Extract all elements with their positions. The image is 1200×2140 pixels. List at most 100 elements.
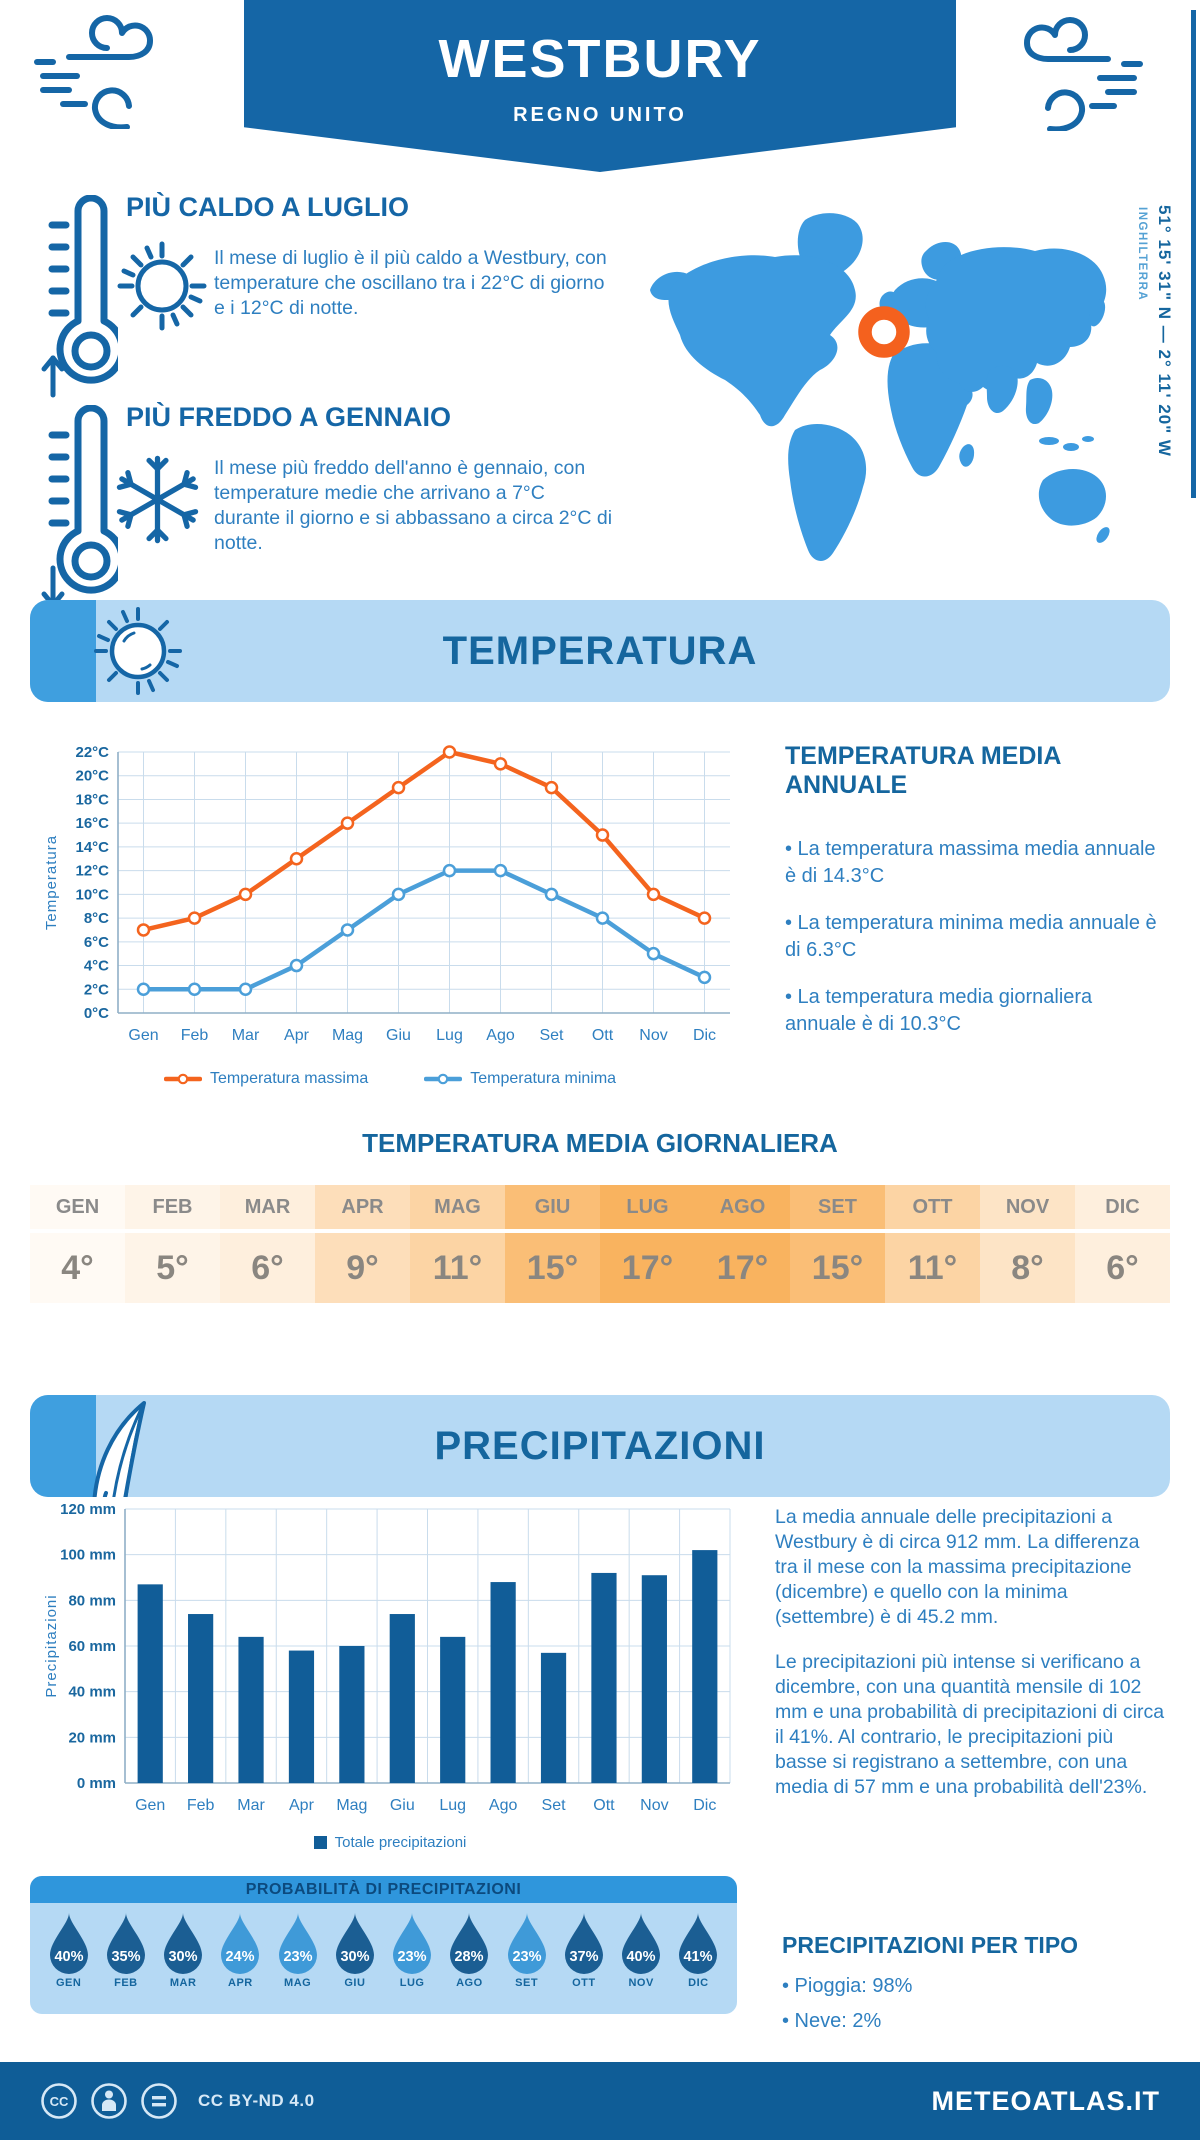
month-header-cell: OTT (885, 1185, 980, 1229)
month-header-cell: MAR (220, 1185, 315, 1229)
droplet-month-label: APR (228, 1977, 253, 1989)
probability-droplet: 41% DIC (670, 1911, 727, 1989)
svg-text:37%: 37% (569, 1949, 598, 1965)
precipitation-probability-title: PROBABILITÀ DI PRECIPITAZIONI (30, 1876, 737, 1903)
droplet-month-label: DIC (688, 1977, 709, 1989)
legend-label: Temperatura massima (209, 1070, 369, 1087)
probability-droplet: 37% OTT (555, 1911, 612, 1989)
svg-text:22°C: 22°C (75, 744, 109, 761)
cc-by-icon (91, 2083, 127, 2119)
svg-text:24%: 24% (226, 1949, 255, 1965)
temperature-value-cell: 6° (1075, 1233, 1170, 1303)
probability-droplet: 23% LUG (384, 1911, 441, 1989)
temperature-chart-legend: Temperatura massima Temperatura minima (40, 1070, 740, 1088)
page-subtitle: REGNO UNITO (513, 104, 687, 126)
cc-license-icons: CC CC BY-ND 4.0 (40, 2082, 315, 2120)
svg-text:30%: 30% (340, 1949, 369, 1965)
probability-droplet: 23% MAG (269, 1911, 326, 1989)
footer: CC CC BY-ND 4.0 METEOATLAS.IT (0, 2062, 1200, 2140)
bullet-item: • La temperatura minima media annuale è … (785, 912, 1157, 961)
umbrella-icon (92, 1401, 146, 1497)
svg-text:8°C: 8°C (84, 910, 109, 927)
svg-text:120 mm: 120 mm (60, 1501, 116, 1518)
svg-text:Giu: Giu (390, 1797, 415, 1814)
cold-text: Il mese più freddo dell'anno è gennaio, … (214, 457, 613, 554)
svg-text:6°C: 6°C (84, 934, 109, 951)
svg-text:20°C: 20°C (75, 768, 109, 785)
droplet-month-label: MAG (284, 1977, 312, 1989)
svg-text:60 mm: 60 mm (68, 1638, 116, 1655)
temperature-section-title: TEMPERATURA (442, 629, 758, 673)
droplet-icon: 23% (278, 1913, 317, 1974)
temperature-value-cell: 8° (980, 1233, 1075, 1303)
map-coordinates-label: 51° 15' 31" N — 2° 11' 20" W (1155, 205, 1174, 457)
cc-nd-icon (141, 2083, 177, 2119)
annual-temperature-bullets: • La temperatura massima media annuale è… (785, 836, 1167, 1038)
cc-icon: CC (41, 2083, 77, 2119)
svg-text:0 mm: 0 mm (77, 1775, 116, 1792)
svg-text:Mag: Mag (332, 1027, 363, 1044)
droplet-icon: 41% (679, 1913, 718, 1974)
svg-text:Dic: Dic (693, 1797, 716, 1814)
svg-text:28%: 28% (455, 1949, 484, 1965)
precipitation-type-bullets: • Pioggia: 98% • Neve: 2% (782, 1973, 1182, 2035)
daily-table-title: TEMPERATURA MEDIA GIORNALIERA (362, 1128, 838, 1158)
probability-droplet: 35% FEB (97, 1911, 154, 1989)
precipitation-paragraph: Le precipitazioni più intense si verific… (775, 1651, 1165, 1798)
sun-icon (117, 241, 207, 331)
temperature-value-cell: 17° (695, 1233, 790, 1303)
svg-text:Nov: Nov (640, 1797, 668, 1814)
precipitation-section-header: PRECIPITAZIONI (30, 1395, 1170, 1497)
month-header-cell: SET (790, 1185, 885, 1229)
temperature-value-cell: 4° (30, 1233, 125, 1303)
svg-text:35%: 35% (111, 1949, 140, 1965)
svg-text:Ago: Ago (489, 1797, 518, 1814)
map-coordinates: INGHILTERRA 51° 15' 31" N — 2° 11' 20" W (1136, 205, 1174, 457)
precipitation-paragraph: La media annuale delle precipitazioni a … (775, 1506, 1140, 1628)
month-header-cell: LUG (600, 1185, 695, 1229)
month-header-cell: GIU (505, 1185, 600, 1229)
precipitation-chart-legend: Totale precipitazioni (40, 1834, 740, 1851)
bullet-item: • Neve: 2% (782, 2010, 882, 2032)
svg-text:Lug: Lug (439, 1797, 466, 1814)
svg-text:Set: Set (542, 1797, 567, 1814)
legend-item: Temperatura minima (424, 1070, 616, 1088)
droplet-icon: 30% (164, 1913, 203, 1974)
snowflake-icon (116, 455, 199, 544)
title-banner: WESTBURY REGNO UNITO (244, 0, 956, 172)
precipitation-type-title: PRECIPITAZIONI PER TIPO (782, 1932, 1079, 1958)
droplet-icon: 37% (564, 1913, 603, 1974)
svg-text:Mar: Mar (237, 1797, 265, 1814)
svg-text:Apr: Apr (284, 1027, 310, 1044)
svg-text:16°C: 16°C (75, 815, 109, 832)
svg-text:100 mm: 100 mm (60, 1547, 116, 1564)
legend-item: Temperatura massima (163, 1070, 369, 1088)
temperature-section-header: TEMPERATURA (30, 600, 1170, 702)
wind-icon (1024, 17, 1143, 131)
annual-temperature-panel: TEMPERATURA MEDIA ANNUALE • La temperatu… (785, 742, 1167, 1058)
svg-text:Dic: Dic (693, 1027, 716, 1044)
droplet-icon: 30% (335, 1913, 374, 1974)
probability-droplet: 23% SET (498, 1911, 555, 1989)
svg-text:Mag: Mag (336, 1797, 367, 1814)
droplet-month-label: AGO (456, 1977, 483, 1989)
svg-text:Apr: Apr (289, 1797, 315, 1814)
precipitation-chart: 0 mm 20 mm 40 mm 60 mm 80 mm 100 mm 120 mm Gen F… (40, 1495, 740, 1850)
probability-droplets: 40% GEN 35% FEB 30% MAR 24% APR 23% MAG 30% GIU 23% L… (30, 1903, 737, 1989)
svg-text:23%: 23% (512, 1949, 541, 1965)
svg-text:40%: 40% (627, 1949, 656, 1965)
temperature-value-cell: 15° (790, 1233, 885, 1303)
svg-text:Ago: Ago (486, 1027, 515, 1044)
svg-text:Nov: Nov (639, 1027, 667, 1044)
map-region-label: INGHILTERRA (1136, 207, 1148, 302)
droplet-month-label: OTT (572, 1977, 596, 1989)
svg-text:CC: CC (50, 2094, 69, 2109)
temperature-value-cell: 6° (220, 1233, 315, 1303)
bullet-item: • Pioggia: 98% (782, 1975, 913, 1997)
wind-icon (34, 15, 153, 129)
site-name: METEOATLAS.IT (931, 2085, 1160, 2116)
probability-droplet: 30% GIU (326, 1911, 383, 1989)
svg-text:0°C: 0°C (84, 1005, 109, 1022)
month-header-cell: DIC (1075, 1185, 1170, 1229)
svg-text:41%: 41% (684, 1949, 713, 1965)
